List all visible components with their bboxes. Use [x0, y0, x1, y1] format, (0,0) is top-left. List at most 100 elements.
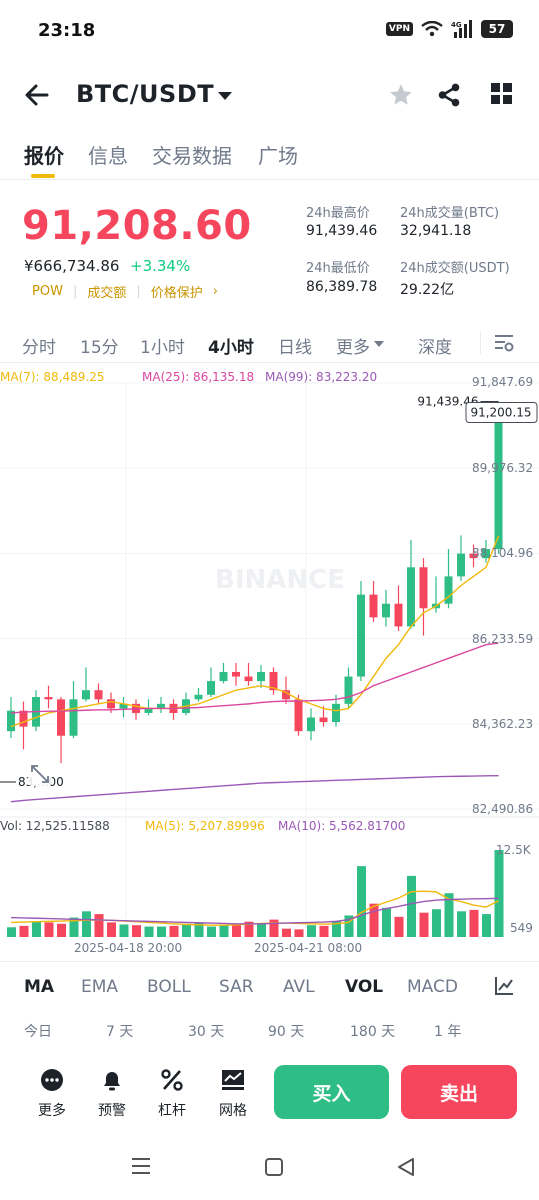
- interval-line[interactable]: 分时: [22, 338, 56, 358]
- candle: [494, 412, 503, 550]
- x-tick: 2025-04-21 08:00: [254, 941, 363, 955]
- period-7d[interactable]: 7 天: [106, 1024, 134, 1040]
- low-value: 86,389.78: [306, 279, 378, 295]
- interval-4h[interactable]: 4小时: [208, 338, 254, 358]
- ma99-line: [10, 774, 499, 803]
- grid-bot-icon: [222, 1070, 244, 1090]
- home-nav-icon[interactable]: [264, 1157, 284, 1177]
- current-price-label: 91,200.15: [470, 405, 531, 419]
- tab-quote[interactable]: 报价: [24, 144, 64, 168]
- candle: [407, 567, 415, 627]
- volume-bar: [269, 919, 279, 937]
- back-arrow-icon[interactable]: [24, 82, 50, 108]
- tab-square[interactable]: 广场: [258, 144, 298, 168]
- ma7-line: [10, 535, 500, 728]
- tag-pow[interactable]: POW: [32, 284, 63, 299]
- leverage-button[interactable]: 杠杆: [152, 1068, 192, 1120]
- volume-bar: [307, 925, 316, 937]
- more-button[interactable]: 更多: [32, 1068, 72, 1120]
- recents-nav-icon[interactable]: [131, 1156, 151, 1176]
- ind-ema[interactable]: EMA: [81, 977, 119, 997]
- signal-icon: 4G: [451, 20, 472, 38]
- period-today[interactable]: 今日: [24, 1024, 52, 1040]
- tag-price-protection[interactable]: 价格保护: [150, 286, 203, 301]
- volume-bar: [494, 850, 504, 937]
- ind-boll[interactable]: BOLL: [147, 977, 191, 997]
- period-30d[interactable]: 30 天: [188, 1024, 225, 1040]
- volume-bar: [107, 922, 116, 937]
- interval-15m[interactable]: 15分: [80, 338, 119, 358]
- volume-bar: [232, 923, 241, 937]
- pair-selector[interactable]: BTC/USDT: [76, 80, 215, 108]
- candle: [232, 671, 240, 677]
- vol-usdt-label: 24h成交额(USDT): [400, 261, 510, 276]
- candle: [332, 703, 340, 723]
- y-tick: 91,847.69: [472, 375, 534, 389]
- ind-sar[interactable]: SAR: [219, 977, 254, 997]
- volume-bar: [219, 925, 229, 937]
- tab-indicator: [31, 174, 55, 178]
- caret-down-icon[interactable]: [218, 92, 232, 100]
- share-icon[interactable]: [436, 82, 462, 108]
- candle: [244, 676, 253, 682]
- status-icons: VPN 4G 57: [385, 20, 513, 38]
- volume-bar: [94, 914, 104, 937]
- sell-button[interactable]: 卖出: [401, 1065, 517, 1119]
- alert-button[interactable]: 预警: [92, 1068, 132, 1120]
- interval-1h[interactable]: 1小时: [140, 338, 185, 358]
- chevron-right-icon[interactable]: ›: [212, 284, 218, 299]
- period-180d[interactable]: 180 天: [350, 1024, 396, 1040]
- volume-bar: [132, 925, 141, 937]
- tag-volume[interactable]: 成交额: [87, 286, 127, 301]
- period-1y[interactable]: 1 年: [434, 1024, 462, 1040]
- volume-bar: [57, 923, 66, 937]
- candle: [444, 576, 453, 604]
- candle: [269, 671, 278, 691]
- y-tick: 84,362.23: [472, 717, 534, 731]
- tab-info[interactable]: 信息: [88, 144, 128, 168]
- interval-more[interactable]: 更多: [336, 338, 370, 358]
- high-marker-label: 91,439.46: [417, 395, 478, 409]
- candle: [482, 549, 490, 559]
- chart-settings-icon[interactable]: [494, 333, 514, 353]
- volume-bar: [444, 893, 454, 937]
- interval-bottom-divider: [0, 362, 539, 363]
- tab-trading-data[interactable]: 交易数据: [152, 144, 232, 168]
- interval-divider: [480, 332, 481, 354]
- ind-vol[interactable]: VOL: [345, 977, 384, 997]
- candle: [82, 690, 90, 700]
- volume-bar: [432, 909, 441, 937]
- more-dots-icon: [41, 1069, 63, 1091]
- grid-button[interactable]: 网格: [213, 1068, 253, 1120]
- candle: [419, 567, 428, 609]
- more-label: 更多: [38, 1103, 66, 1119]
- back-nav-icon[interactable]: [396, 1157, 416, 1177]
- candle: [157, 703, 165, 709]
- wifi-icon: [421, 21, 443, 37]
- bell-icon: [104, 1072, 120, 1091]
- volume-bar: [32, 921, 41, 937]
- candle: [282, 690, 290, 700]
- volume-bar: [482, 914, 491, 937]
- candle: [319, 717, 328, 723]
- indicator-chart-icon[interactable]: [494, 976, 514, 996]
- buy-button[interactable]: 买入: [274, 1065, 389, 1119]
- ind-macd[interactable]: MACD: [407, 977, 458, 997]
- volume-bar: [282, 928, 291, 937]
- candle: [44, 697, 53, 700]
- grid-layout-icon[interactable]: [490, 82, 514, 106]
- interval-depth[interactable]: 深度: [418, 338, 452, 358]
- chart-bottom-divider: [0, 961, 539, 962]
- period-90d[interactable]: 90 天: [268, 1024, 305, 1040]
- ind-avl[interactable]: AVL: [283, 977, 315, 997]
- tab-divider: [0, 179, 539, 180]
- candle: [57, 699, 65, 736]
- ma7-legend: MA(7): 88,489.25: [0, 370, 105, 384]
- candle: [344, 676, 353, 704]
- interval-1d[interactable]: 日线: [278, 338, 312, 358]
- ind-ma[interactable]: MA: [24, 977, 55, 997]
- caret-down-icon[interactable]: [374, 341, 384, 347]
- volume-bar: [257, 923, 266, 937]
- star-icon[interactable]: [388, 82, 414, 108]
